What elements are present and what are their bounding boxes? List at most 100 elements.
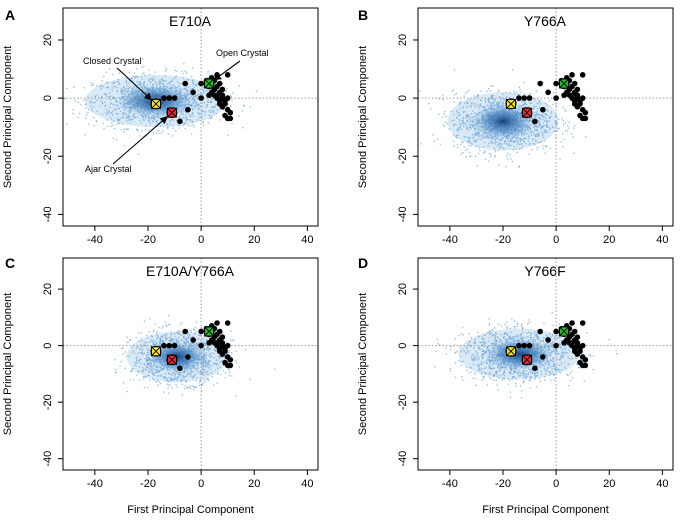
density-point xyxy=(79,113,81,115)
density-point xyxy=(201,383,203,385)
density-point xyxy=(165,80,167,82)
density-point xyxy=(181,322,183,324)
density-point xyxy=(213,362,215,365)
density-point xyxy=(118,72,121,74)
density-point xyxy=(528,133,531,135)
density-point xyxy=(459,360,462,363)
density-point xyxy=(148,79,150,81)
density-point xyxy=(536,372,538,374)
density-point xyxy=(166,383,168,385)
y-tick-label: -40 xyxy=(42,451,54,467)
density-point xyxy=(506,155,508,157)
density-point xyxy=(123,111,125,114)
density-point xyxy=(151,366,153,368)
density-point xyxy=(119,365,121,367)
density-point xyxy=(480,363,482,365)
density-point xyxy=(128,355,130,357)
density-point xyxy=(187,334,189,336)
density-point xyxy=(219,373,222,376)
density-point xyxy=(137,116,139,118)
density-point xyxy=(484,99,486,102)
density-point xyxy=(106,86,108,89)
density-cloud xyxy=(63,58,258,155)
density-point xyxy=(500,147,502,149)
density-point xyxy=(214,362,217,365)
density-point xyxy=(182,77,184,79)
density-point xyxy=(540,370,542,373)
density-point xyxy=(477,152,480,155)
density-point xyxy=(554,120,556,123)
density-point xyxy=(227,103,229,105)
density-point xyxy=(207,101,210,103)
density-point xyxy=(533,126,536,128)
density-point xyxy=(214,349,216,351)
density-point xyxy=(545,109,548,111)
density-point xyxy=(207,336,210,338)
density-point xyxy=(479,136,481,138)
density-point xyxy=(464,111,466,113)
density-point xyxy=(546,124,548,127)
crystal-point xyxy=(222,98,228,104)
density-point xyxy=(468,99,471,101)
density-point xyxy=(188,333,190,335)
density-point xyxy=(153,329,155,332)
density-point xyxy=(562,145,564,148)
crystal-point xyxy=(190,89,196,96)
density-point xyxy=(159,341,162,343)
density-point xyxy=(117,118,119,120)
density-point xyxy=(111,90,114,92)
density-point xyxy=(178,127,180,129)
density-point xyxy=(198,108,201,110)
density-point xyxy=(185,381,187,383)
density-point xyxy=(216,109,219,111)
density-point xyxy=(527,140,529,142)
density-point xyxy=(109,103,111,105)
density-point xyxy=(552,348,555,351)
density-point xyxy=(149,365,152,367)
density-point xyxy=(468,372,470,374)
panel-letter: D xyxy=(358,255,368,271)
density-point xyxy=(118,122,121,125)
density-point xyxy=(540,128,542,130)
density-point xyxy=(140,332,142,334)
density-point xyxy=(201,372,204,374)
density-point xyxy=(533,333,535,336)
density-point xyxy=(116,123,118,126)
density-point xyxy=(467,349,469,352)
crystal-point xyxy=(198,80,204,87)
density-point xyxy=(497,389,499,391)
density-point xyxy=(177,372,179,375)
density-point xyxy=(205,351,207,354)
density-point xyxy=(124,87,126,90)
density-point xyxy=(96,85,98,87)
density-point xyxy=(132,75,134,78)
density-point xyxy=(228,374,231,377)
density-point xyxy=(466,102,468,104)
density-point xyxy=(465,126,468,128)
density-point xyxy=(500,334,502,336)
density-point xyxy=(542,148,545,150)
density-point xyxy=(135,365,137,367)
density-point xyxy=(141,351,143,354)
density-point xyxy=(534,115,537,118)
density-point xyxy=(141,369,143,372)
density-point xyxy=(155,82,158,85)
density-point xyxy=(509,153,511,156)
density-point xyxy=(144,341,146,343)
density-point xyxy=(212,106,214,108)
density-point xyxy=(545,114,547,116)
density-point xyxy=(190,387,192,389)
density-point xyxy=(205,360,207,363)
density-point xyxy=(453,101,455,103)
density-point xyxy=(592,355,595,357)
density-point xyxy=(491,142,493,144)
density-point xyxy=(174,374,176,376)
density-point xyxy=(228,350,230,352)
density-point xyxy=(185,380,187,382)
density-point xyxy=(141,142,143,144)
density-point xyxy=(120,117,122,119)
density-point xyxy=(167,126,169,128)
density-point xyxy=(136,68,138,70)
density-point xyxy=(554,374,556,376)
density-point xyxy=(150,335,152,337)
